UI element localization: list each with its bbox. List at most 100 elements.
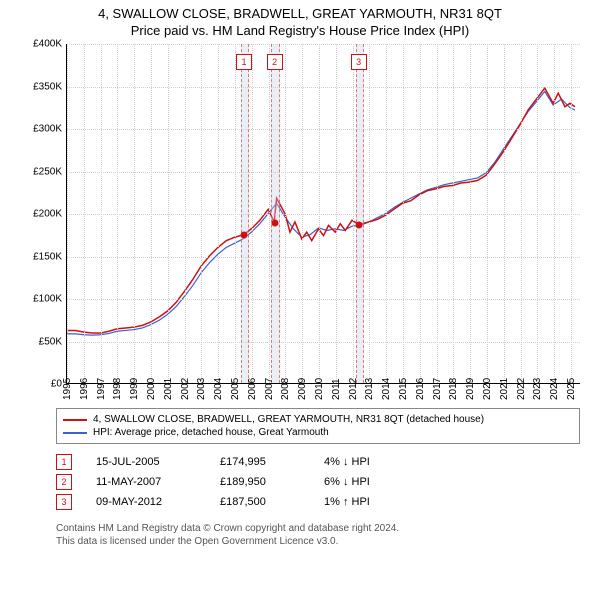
chart-area: £0£50K£100K£150K£200K£250K£300K£350K£400… <box>20 44 580 404</box>
footer: Contains HM Land Registry data © Crown c… <box>56 522 580 548</box>
x-tick-label: 1997 <box>96 378 107 400</box>
sales-row: 2 11-MAY-2007 £189,950 6% ↓ HPI <box>56 472 580 492</box>
grid-line-v <box>134 44 135 383</box>
grid-line-v <box>168 44 169 383</box>
x-tick-label: 2013 <box>364 378 375 400</box>
grid-line-v <box>252 44 253 383</box>
grid-line-v <box>218 44 219 383</box>
grid-line-v <box>504 44 505 383</box>
x-tick-label: 2018 <box>448 378 459 400</box>
grid-line-v <box>521 44 522 383</box>
sales-date: 09-MAY-2012 <box>96 496 196 508</box>
x-tick-label: 2017 <box>432 378 443 400</box>
x-tick-label: 2022 <box>516 378 527 400</box>
grid-line-v <box>386 44 387 383</box>
chart-subtitle: Price paid vs. HM Land Registry's House … <box>0 21 600 44</box>
x-tick-label: 2023 <box>532 378 543 400</box>
grid-line-v <box>84 44 85 383</box>
chart-title: 4, SWALLOW CLOSE, BRADWELL, GREAT YARMOU… <box>0 0 600 21</box>
grid-line-v <box>151 44 152 383</box>
grid-line-v <box>117 44 118 383</box>
legend-row: 4, SWALLOW CLOSE, BRADWELL, GREAT YARMOU… <box>63 413 573 426</box>
y-tick-label: £400K <box>33 39 62 50</box>
x-tick-label: 2016 <box>415 378 426 400</box>
x-tick-label: 2020 <box>482 378 493 400</box>
x-tick-label: 2024 <box>549 378 560 400</box>
grid-line-v <box>571 44 572 383</box>
x-axis: 1995199619971998199920002001200220032004… <box>66 384 580 414</box>
sales-row: 3 09-MAY-2012 £187,500 1% ↑ HPI <box>56 492 580 512</box>
y-tick-label: £50K <box>39 336 62 347</box>
x-tick-label: 2014 <box>381 378 392 400</box>
x-tick-label: 2004 <box>213 378 224 400</box>
legend-swatch <box>63 419 87 421</box>
y-tick-label: £0 <box>51 379 62 390</box>
y-axis: £0£50K£100K£150K£200K£250K£300K£350K£400… <box>20 44 66 384</box>
event-shade <box>356 44 364 383</box>
sales-date: 11-MAY-2007 <box>96 476 196 488</box>
sale-marker <box>355 221 362 228</box>
x-tick-label: 2005 <box>230 378 241 400</box>
sales-diff: 6% ↓ HPI <box>324 476 414 488</box>
x-tick-label: 2008 <box>280 378 291 400</box>
grid-line-v <box>470 44 471 383</box>
x-tick-label: 2007 <box>264 378 275 400</box>
x-tick-label: 2006 <box>247 378 258 400</box>
chart-container: 4, SWALLOW CLOSE, BRADWELL, GREAT YARMOU… <box>0 0 600 590</box>
legend-row: HPI: Average price, detached house, Grea… <box>63 426 573 439</box>
y-tick-label: £150K <box>33 251 62 262</box>
grid-line-v <box>437 44 438 383</box>
x-tick-label: 2019 <box>465 378 476 400</box>
x-tick-label: 1999 <box>129 378 140 400</box>
grid-line-v <box>420 44 421 383</box>
x-tick-label: 2009 <box>297 378 308 400</box>
y-tick-label: £300K <box>33 124 62 135</box>
x-tick-label: 1995 <box>62 378 73 400</box>
event-marker-box: 1 <box>236 54 252 70</box>
x-tick-label: 2015 <box>398 378 409 400</box>
event-marker-box: 2 <box>267 54 283 70</box>
plot-region: 12 3 <box>66 44 580 384</box>
sales-index-box: 1 <box>56 454 72 470</box>
event-marker-box: 3 <box>351 54 367 70</box>
grid-line-v <box>336 44 337 383</box>
y-tick-label: £350K <box>33 81 62 92</box>
grid-line-v <box>319 44 320 383</box>
grid-line-v <box>487 44 488 383</box>
footer-line-1: Contains HM Land Registry data © Crown c… <box>56 522 580 535</box>
legend-label: 4, SWALLOW CLOSE, BRADWELL, GREAT YARMOU… <box>93 414 484 425</box>
x-tick-label: 2000 <box>146 378 157 400</box>
legend-swatch <box>63 432 87 434</box>
x-tick-label: 2011 <box>331 378 342 400</box>
sale-marker <box>241 232 248 239</box>
x-tick-label: 2003 <box>196 378 207 400</box>
sales-index-box: 2 <box>56 474 72 490</box>
sales-index-box: 3 <box>56 494 72 510</box>
grid-line-v <box>554 44 555 383</box>
x-tick-label: 2001 <box>163 378 174 400</box>
sales-diff: 1% ↑ HPI <box>324 496 414 508</box>
sales-price: £187,500 <box>220 496 300 508</box>
grid-line-v <box>269 44 270 383</box>
grid-line-v <box>201 44 202 383</box>
legend-label: HPI: Average price, detached house, Grea… <box>93 427 329 438</box>
x-tick-label: 2012 <box>348 378 359 400</box>
event-shade <box>241 44 249 383</box>
grid-line-v <box>369 44 370 383</box>
grid-line-v <box>537 44 538 383</box>
sale-marker <box>271 219 278 226</box>
sales-price: £189,950 <box>220 476 300 488</box>
grid-line-v <box>101 44 102 383</box>
grid-line-v <box>285 44 286 383</box>
sales-date: 15-JUL-2005 <box>96 456 196 468</box>
grid-line-v <box>353 44 354 383</box>
x-tick-label: 2021 <box>499 378 510 400</box>
x-tick-label: 1996 <box>79 378 90 400</box>
grid-line-v <box>235 44 236 383</box>
grid-line-v <box>403 44 404 383</box>
y-tick-label: £200K <box>33 209 62 220</box>
sales-row: 115-JUL-2005£174,9954% ↓ HPI <box>56 452 580 472</box>
sales-price: £174,995 <box>220 456 300 468</box>
grid-line-v <box>453 44 454 383</box>
x-tick-label: 1998 <box>112 378 123 400</box>
